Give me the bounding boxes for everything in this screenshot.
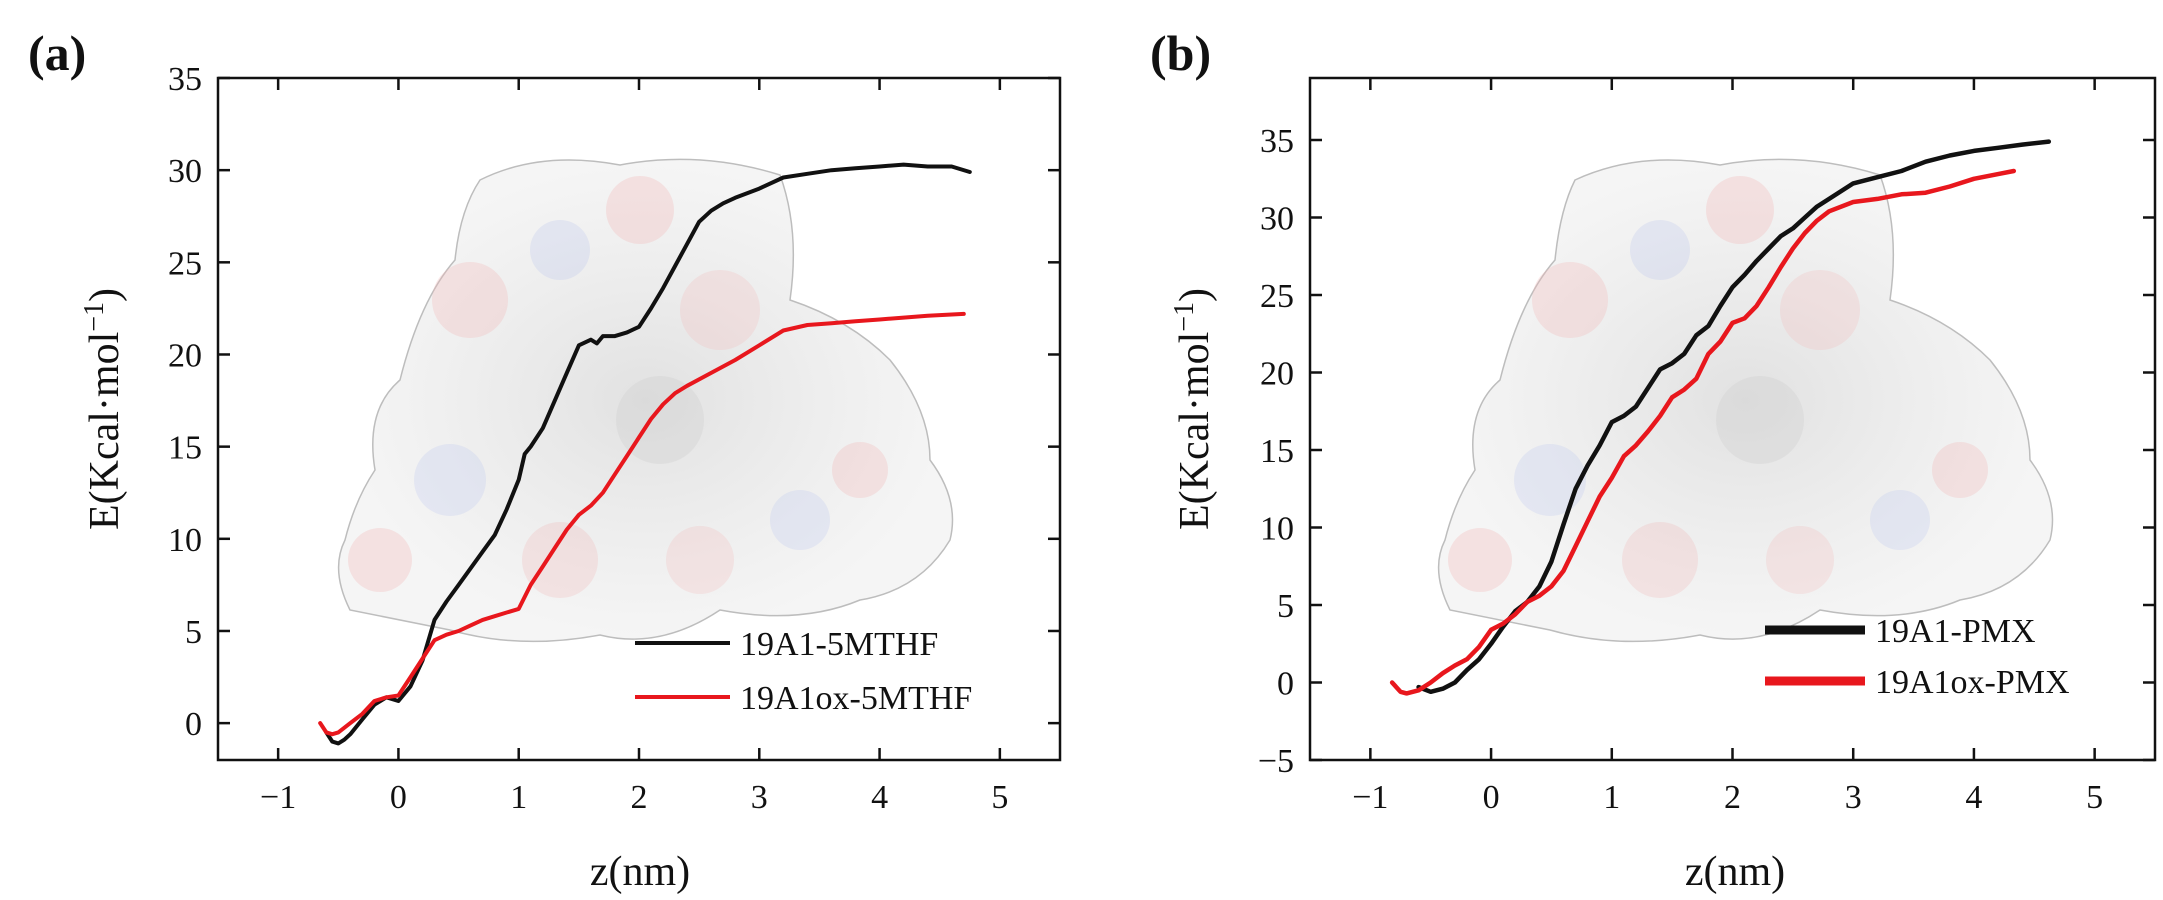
y-tick-label-b: 10 — [1260, 511, 1294, 548]
panel-a-ylabel: E(Kcal·mol−1) — [79, 288, 129, 530]
y-tick-label-b: 35 — [1260, 123, 1294, 160]
x-tick-label-b: 3 — [1845, 779, 1862, 816]
y-tick-label-a: 35 — [168, 61, 202, 98]
y-tick-label-b: 25 — [1260, 278, 1294, 315]
x-tick-label-a: 5 — [991, 779, 1008, 816]
x-tick-label-a: 1 — [510, 779, 527, 816]
panel-b: (b) −1 0 1 2 3 4 5 −5 0 5 10 15 20 25 30 35 19A1-PMX 19… — [1150, 25, 2157, 895]
y-tick-label-b: 5 — [1277, 588, 1294, 625]
x-tick-label-b: 0 — [1483, 779, 1500, 816]
legend-a-label-19a1ox: 19A1ox-5MTHF — [740, 680, 972, 717]
x-tick-label-a: 3 — [751, 779, 768, 816]
y-tick-label-b: 30 — [1260, 201, 1294, 238]
y-tick-label-b: 15 — [1260, 433, 1294, 470]
panel-a: (a) −1 0 1 2 3 4 5 0 5 10 15 20 25 30 35 19A1-5MTHF 19… — [28, 25, 1062, 895]
panel-a-axes: −1 0 1 2 3 4 5 0 5 10 15 20 25 30 35 — [168, 61, 1062, 816]
legend-b-label-19a1: 19A1-PMX — [1875, 613, 2036, 650]
x-tick-label-b: 5 — [2086, 779, 2103, 816]
series-line-b-19a1ox — [1389, 168, 2017, 696]
y-tick-label-b: 20 — [1260, 356, 1294, 393]
panel-b-label: (b) — [1150, 25, 1211, 81]
y-tick-label-a: 0 — [185, 706, 202, 743]
panel-a-ylabel-main: E(Kcal·mol — [82, 332, 128, 530]
panel-b-protein-surface — [1437, 158, 2054, 643]
y-tick-label-b: −5 — [1258, 743, 1294, 780]
panel-b-series — [1389, 139, 2052, 696]
series-line-a-19a1ox — [318, 311, 966, 737]
x-tick-label-b: 4 — [1965, 779, 1982, 816]
y-tick-label-a: 5 — [185, 614, 202, 651]
panel-a-label: (a) — [28, 25, 86, 81]
panel-a-xlabel: z(nm) — [590, 849, 690, 895]
panel-b-ylabel-sup: −1 — [1169, 302, 1200, 332]
panel-b-xlabel: z(nm) — [1685, 849, 1785, 895]
panel-a-ylabel-close: ) — [82, 288, 128, 302]
y-tick-label-a: 10 — [168, 522, 202, 559]
x-tick-label-a: 2 — [631, 779, 648, 816]
legend-a-label-19a1: 19A1-5MTHF — [740, 626, 938, 663]
y-tick-label-a: 30 — [168, 153, 202, 190]
x-tick-label-a: 0 — [390, 779, 407, 816]
panel-b-legend: 19A1-PMX 19A1ox-PMX — [1765, 613, 2070, 701]
y-tick-label-b: 0 — [1277, 666, 1294, 703]
panel-a-protein-surface — [337, 158, 954, 643]
x-tick-label-b: 1 — [1603, 779, 1620, 816]
panel-b-ylabel-close: ) — [1172, 288, 1218, 302]
legend-b-label-19a1ox: 19A1ox-PMX — [1875, 664, 2070, 701]
panel-a-series — [318, 162, 972, 746]
panel-b-ylabel-main: E(Kcal·mol — [1172, 332, 1218, 530]
series-line-a-19a1 — [324, 162, 972, 746]
x-tick-label-a: −1 — [260, 779, 296, 816]
y-tick-label-a: 20 — [168, 337, 202, 374]
y-tick-label-a: 15 — [168, 430, 202, 467]
panel-a-ylabel-sup: −1 — [79, 302, 110, 332]
panel-b-ylabel: E(Kcal·mol−1) — [1169, 288, 1219, 530]
panel-a-legend: 19A1-5MTHF 19A1ox-5MTHF — [635, 626, 972, 717]
x-tick-label-a: 4 — [871, 779, 888, 816]
x-tick-label-b: −1 — [1352, 779, 1388, 816]
panel-b-axes: −1 0 1 2 3 4 5 −5 0 5 10 15 20 25 30 35 — [1258, 76, 2157, 816]
y-tick-label-a: 25 — [168, 245, 202, 282]
x-tick-label-b: 2 — [1724, 779, 1741, 816]
